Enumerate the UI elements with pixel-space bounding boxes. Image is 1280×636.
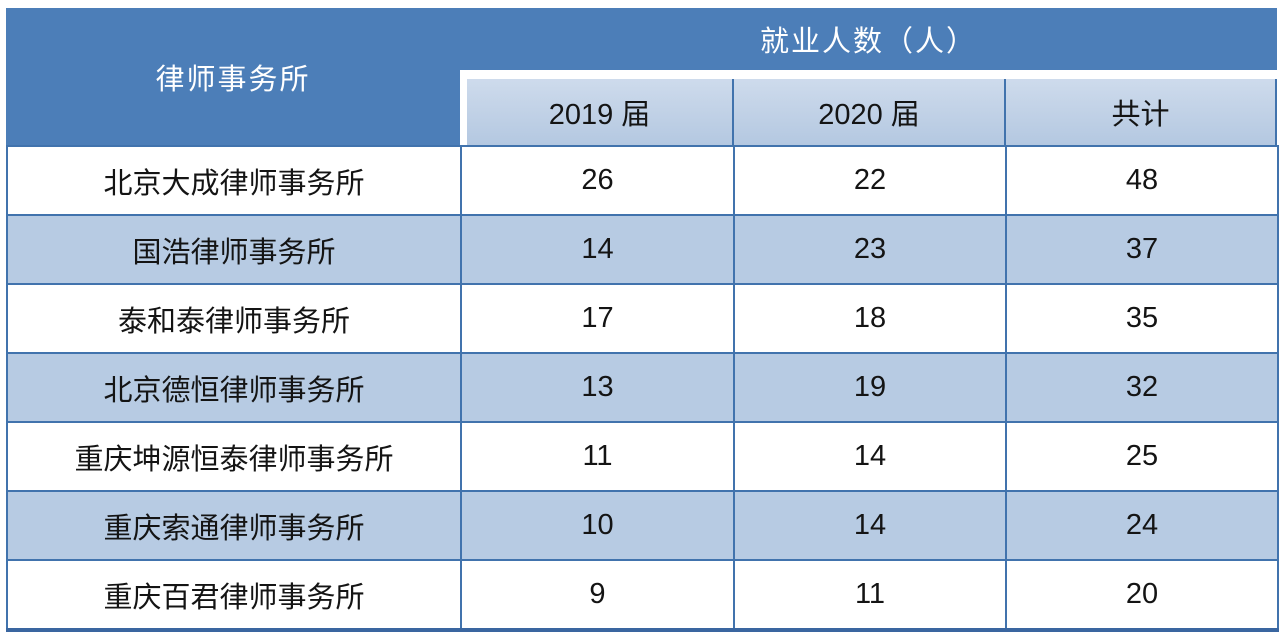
firm-name-cell: 国浩律师事务所 <box>6 214 462 285</box>
count-2019-cell: 10 <box>460 490 735 561</box>
employment-table: 律师事务所 就业人数（人） 2019 届 2020 届 共计 北京大成律师事务所… <box>6 8 1279 633</box>
table-row: 北京德恒律师事务所 13 19 32 <box>6 352 1279 423</box>
count-2020-cell: 14 <box>733 421 1007 492</box>
count-2020-cell: 11 <box>733 559 1007 632</box>
count-2020-cell: 23 <box>733 214 1007 285</box>
table-row: 泰和泰律师事务所 17 18 35 <box>6 283 1279 354</box>
total-cell: 25 <box>1005 421 1279 492</box>
firm-name-cell: 重庆索通律师事务所 <box>6 490 462 561</box>
count-2019-cell: 17 <box>460 283 735 354</box>
subheader-cell-2019: 2019 届 <box>467 79 734 145</box>
table-row: 重庆坤源恒泰律师事务所 11 14 25 <box>6 421 1279 492</box>
header-cell-law-firm: 律师事务所 <box>6 8 460 145</box>
subheader-row: 2019 届 2020 届 共计 <box>460 79 1277 145</box>
count-2020-cell: 18 <box>733 283 1007 354</box>
employment-group-label: 就业人数（人） <box>759 26 977 58</box>
firm-name-cell: 北京德恒律师事务所 <box>6 352 462 423</box>
total-cell: 20 <box>1005 559 1279 632</box>
count-2019-cell: 26 <box>460 145 735 216</box>
header-cell-employment-group: 就业人数（人） <box>460 8 1277 70</box>
table-row: 重庆百君律师事务所 9 11 20 <box>6 559 1279 632</box>
table-row: 国浩律师事务所 14 23 37 <box>6 214 1279 285</box>
total-cell: 32 <box>1005 352 1279 423</box>
total-cell: 35 <box>1005 283 1279 354</box>
count-2019-cell: 13 <box>460 352 735 423</box>
count-2019-cell: 9 <box>460 559 735 632</box>
firm-name-cell: 重庆坤源恒泰律师事务所 <box>6 421 462 492</box>
law-firm-header-label: 律师事务所 <box>155 63 311 96</box>
total-cell: 48 <box>1005 145 1279 216</box>
total-cell: 24 <box>1005 490 1279 561</box>
count-2020-cell: 19 <box>733 352 1007 423</box>
count-2020-cell: 22 <box>733 145 1007 216</box>
table-body: 北京大成律师事务所 26 22 48 国浩律师事务所 14 23 37 泰和泰律… <box>6 145 1279 632</box>
count-2019-cell: 11 <box>460 421 735 492</box>
subheader-cell-total: 共计 <box>1006 79 1277 145</box>
count-2020-cell: 14 <box>733 490 1007 561</box>
firm-name-cell: 北京大成律师事务所 <box>6 145 462 216</box>
table-row: 北京大成律师事务所 26 22 48 <box>6 145 1279 216</box>
firm-name-cell: 泰和泰律师事务所 <box>6 283 462 354</box>
subheader-cell-2020: 2020 届 <box>734 79 1006 145</box>
total-cell: 37 <box>1005 214 1279 285</box>
table-row: 重庆索通律师事务所 10 14 24 <box>6 490 1279 561</box>
firm-name-cell: 重庆百君律师事务所 <box>6 559 462 632</box>
count-2019-cell: 14 <box>460 214 735 285</box>
